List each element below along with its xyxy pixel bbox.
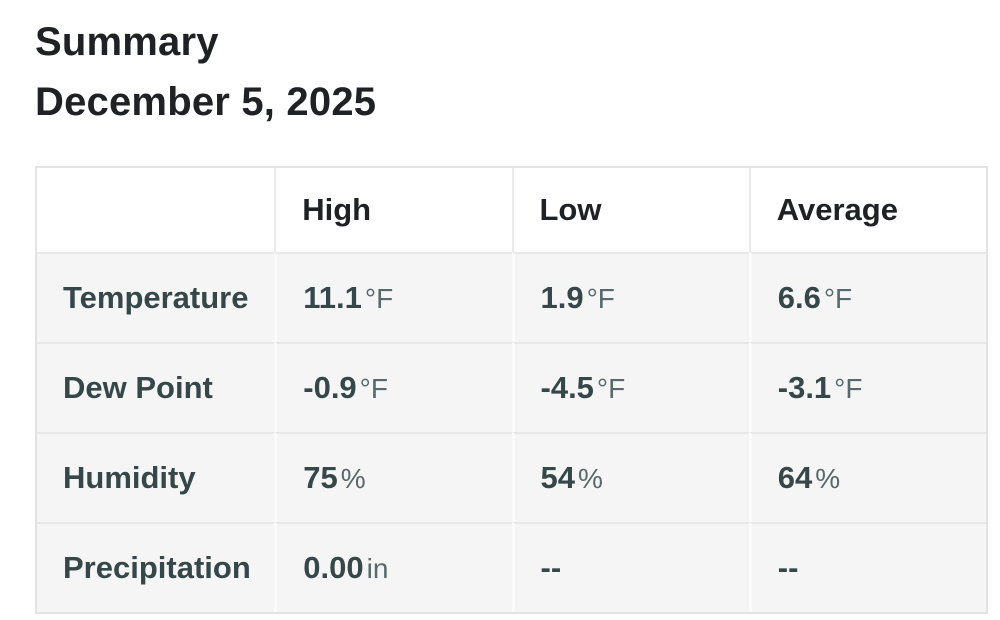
- header-cell-low: Low: [511, 168, 749, 252]
- summary-heading: Summary: [35, 20, 219, 64]
- header-row: High Low Average: [37, 168, 986, 252]
- unit: °F: [364, 283, 394, 314]
- header-cell-average: Average: [748, 168, 986, 252]
- unit: °F: [834, 373, 863, 404]
- header-cell-high: High: [274, 168, 512, 252]
- unit: °F: [596, 373, 626, 404]
- dew-point-high-cell: -0.9 °F: [274, 342, 512, 432]
- temperature-low-cell: 1.9 °F: [511, 252, 749, 342]
- precipitation-high-cell: 0.00 in: [274, 522, 512, 612]
- unit: °F: [823, 283, 853, 314]
- table-row-precipitation: Precipitation 0.00 in -- --: [37, 522, 986, 612]
- precipitation-average-cell: --: [748, 522, 986, 612]
- value: -4.5: [540, 370, 594, 405]
- table-row-dew-point: Dew Point -0.9 °F -4.5 °F -3.1 °F: [37, 342, 986, 432]
- unit: %: [340, 463, 366, 494]
- humidity-low-cell: 54%: [511, 432, 749, 522]
- value: 6.6: [777, 280, 821, 315]
- value: -3.1: [777, 370, 832, 405]
- summary-date: December 5, 2025: [35, 80, 377, 124]
- row-label-dew-point: Dew Point: [37, 342, 275, 432]
- unit: %: [815, 463, 841, 494]
- value: 64: [777, 460, 813, 495]
- unit: %: [577, 463, 603, 494]
- unit: °F: [359, 373, 388, 404]
- row-label-precipitation: Precipitation: [37, 522, 275, 612]
- value: 11.1: [303, 280, 362, 315]
- unit: in: [366, 553, 389, 584]
- temperature-high-cell: 11.1 °F: [274, 252, 512, 342]
- dew-point-low-cell: -4.5 °F: [511, 342, 749, 432]
- humidity-average-cell: 64%: [748, 432, 986, 522]
- value: 0.00: [303, 550, 364, 585]
- page-title: Summary December 5, 2025: [35, 12, 990, 132]
- row-label-temperature: Temperature: [37, 252, 275, 342]
- value: 54: [540, 460, 575, 495]
- humidity-high-cell: 75%: [274, 432, 512, 522]
- value: --: [540, 550, 562, 585]
- unit: °F: [586, 283, 615, 314]
- row-label-humidity: Humidity: [37, 432, 275, 522]
- precipitation-low-cell: --: [511, 522, 749, 612]
- table-row-temperature: Temperature 11.1 °F 1.9 °F 6.6 °F: [37, 252, 986, 342]
- weather-summary-table: High Low Average Temperature 11.1 °F 1.9 °…: [35, 166, 988, 614]
- value: 1.9: [540, 280, 584, 315]
- dew-point-average-cell: -3.1 °F: [748, 342, 986, 432]
- table-row-humidity: Humidity 75% 54% 64%: [37, 432, 986, 522]
- header-cell-empty: [37, 168, 275, 252]
- temperature-average-cell: 6.6 °F: [748, 252, 986, 342]
- value: --: [777, 550, 799, 585]
- value: -0.9: [303, 370, 357, 405]
- value: 75: [303, 460, 338, 495]
